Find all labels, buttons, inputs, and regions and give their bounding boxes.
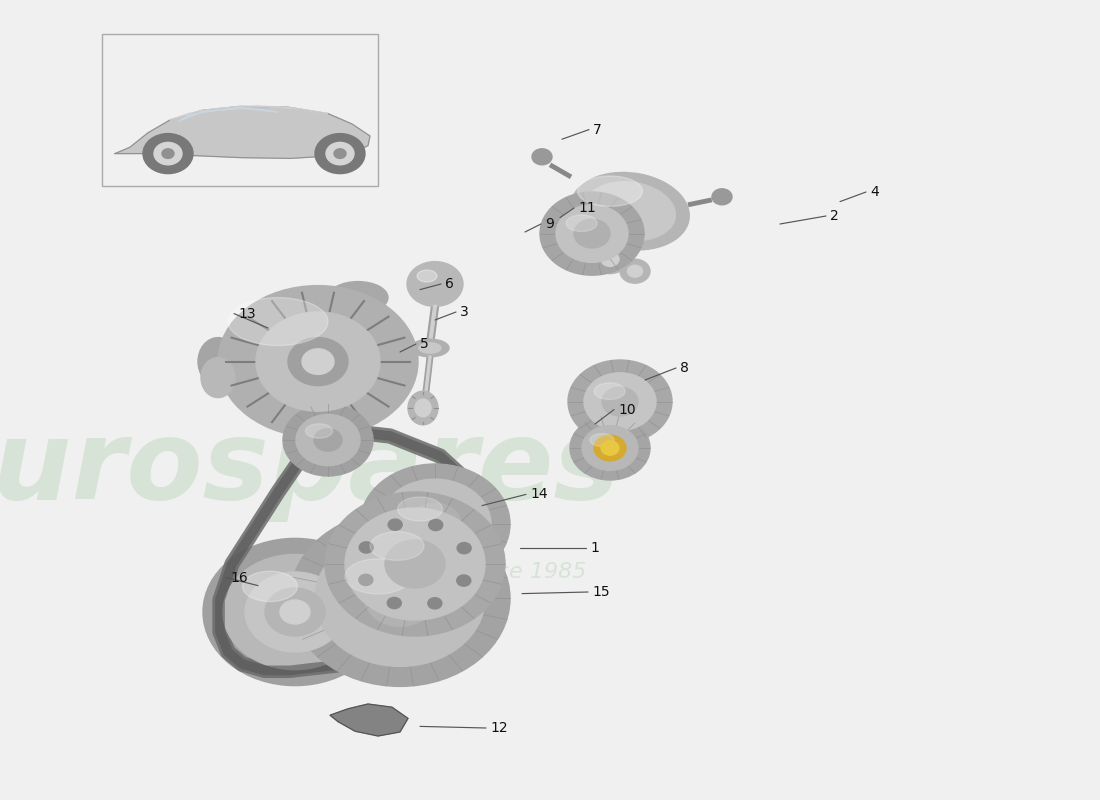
Ellipse shape xyxy=(594,383,625,399)
Ellipse shape xyxy=(306,424,332,438)
Ellipse shape xyxy=(566,215,597,231)
Circle shape xyxy=(326,142,354,165)
Circle shape xyxy=(594,435,626,461)
Circle shape xyxy=(582,426,638,470)
Text: 13: 13 xyxy=(238,306,255,321)
Circle shape xyxy=(574,219,611,248)
Ellipse shape xyxy=(411,339,449,357)
Circle shape xyxy=(540,192,644,275)
Circle shape xyxy=(627,265,642,277)
Ellipse shape xyxy=(198,338,238,386)
Text: 6: 6 xyxy=(446,277,454,291)
Text: 4: 4 xyxy=(870,185,879,199)
Ellipse shape xyxy=(218,286,418,438)
Circle shape xyxy=(602,387,638,416)
Text: 15: 15 xyxy=(592,585,609,599)
Circle shape xyxy=(409,503,461,545)
Ellipse shape xyxy=(242,571,297,602)
Circle shape xyxy=(379,479,491,569)
Circle shape xyxy=(280,600,310,624)
Circle shape xyxy=(532,149,552,165)
Text: 3: 3 xyxy=(460,305,469,319)
Ellipse shape xyxy=(417,270,437,282)
Circle shape xyxy=(290,510,510,686)
Circle shape xyxy=(601,252,619,266)
Circle shape xyxy=(154,142,182,165)
Ellipse shape xyxy=(370,532,424,560)
Ellipse shape xyxy=(578,176,642,206)
Polygon shape xyxy=(170,106,328,120)
Circle shape xyxy=(223,554,367,670)
Circle shape xyxy=(568,360,672,443)
Circle shape xyxy=(204,538,387,686)
Circle shape xyxy=(385,540,446,588)
Circle shape xyxy=(302,349,334,374)
Ellipse shape xyxy=(328,282,388,314)
Text: 8: 8 xyxy=(680,361,689,375)
Text: 14: 14 xyxy=(530,487,548,502)
Ellipse shape xyxy=(419,342,441,353)
Ellipse shape xyxy=(590,434,614,446)
Ellipse shape xyxy=(584,182,675,241)
Circle shape xyxy=(360,464,510,584)
Text: 1: 1 xyxy=(590,541,598,555)
Circle shape xyxy=(334,149,346,158)
Circle shape xyxy=(584,373,656,430)
Ellipse shape xyxy=(201,358,235,398)
Circle shape xyxy=(601,441,619,455)
Text: a passion for parts since 1985: a passion for parts since 1985 xyxy=(250,562,586,582)
Circle shape xyxy=(596,437,624,459)
Polygon shape xyxy=(116,106,370,158)
Text: eurospares: eurospares xyxy=(0,414,620,522)
Circle shape xyxy=(245,572,345,652)
Circle shape xyxy=(428,598,442,609)
Polygon shape xyxy=(178,108,278,122)
Ellipse shape xyxy=(415,399,431,417)
Circle shape xyxy=(324,492,505,636)
Ellipse shape xyxy=(571,173,690,250)
Circle shape xyxy=(387,598,402,609)
Ellipse shape xyxy=(397,497,442,521)
Text: 7: 7 xyxy=(593,122,602,137)
Circle shape xyxy=(456,575,471,586)
Text: 12: 12 xyxy=(490,721,507,735)
Circle shape xyxy=(359,574,373,586)
Text: 5: 5 xyxy=(420,337,429,351)
Text: 2: 2 xyxy=(830,209,838,223)
Circle shape xyxy=(315,530,485,666)
Circle shape xyxy=(556,205,628,262)
Circle shape xyxy=(315,134,365,174)
Circle shape xyxy=(162,149,174,158)
Circle shape xyxy=(296,414,360,466)
Circle shape xyxy=(365,570,435,626)
FancyBboxPatch shape xyxy=(102,34,378,186)
Text: 11: 11 xyxy=(578,201,596,215)
Ellipse shape xyxy=(408,391,438,425)
Circle shape xyxy=(360,542,373,553)
Polygon shape xyxy=(330,704,408,736)
Circle shape xyxy=(592,245,628,274)
Circle shape xyxy=(712,189,732,205)
Circle shape xyxy=(429,519,442,530)
Circle shape xyxy=(388,519,403,530)
Circle shape xyxy=(570,416,650,480)
Circle shape xyxy=(143,134,192,174)
Text: 16: 16 xyxy=(230,570,248,585)
Circle shape xyxy=(620,259,650,283)
Circle shape xyxy=(288,338,348,386)
Text: 10: 10 xyxy=(618,402,636,417)
Circle shape xyxy=(265,588,324,636)
Circle shape xyxy=(314,429,342,451)
Ellipse shape xyxy=(345,558,411,594)
Circle shape xyxy=(407,262,463,306)
Circle shape xyxy=(256,312,380,411)
Circle shape xyxy=(458,542,471,554)
Text: 9: 9 xyxy=(544,217,554,231)
Circle shape xyxy=(345,508,485,620)
Circle shape xyxy=(283,404,373,476)
Ellipse shape xyxy=(228,298,328,346)
